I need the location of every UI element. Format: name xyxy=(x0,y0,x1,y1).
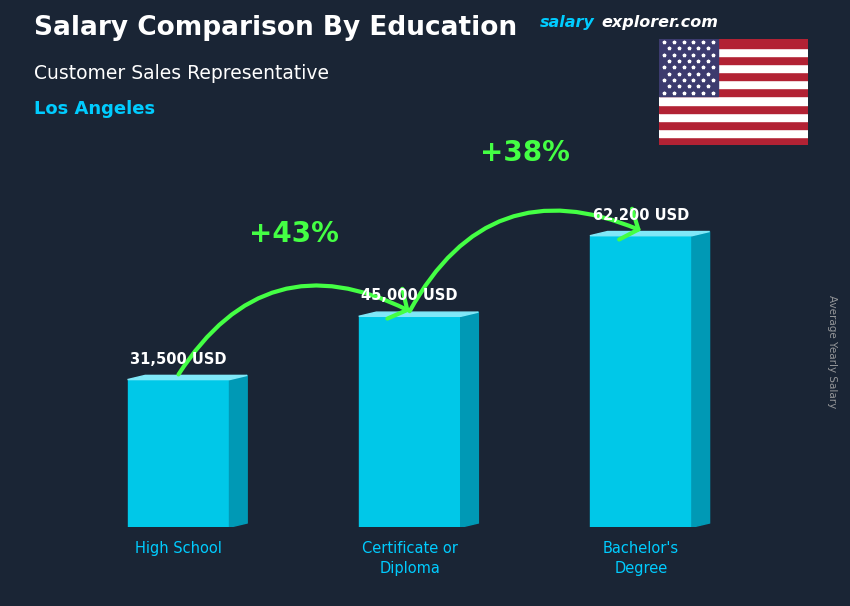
Text: 31,500 USD: 31,500 USD xyxy=(130,351,227,367)
FancyArrowPatch shape xyxy=(178,285,407,375)
Polygon shape xyxy=(359,316,461,527)
Text: Certificate or
Diploma: Certificate or Diploma xyxy=(362,541,457,576)
Polygon shape xyxy=(659,39,808,47)
Polygon shape xyxy=(590,236,692,527)
Polygon shape xyxy=(659,88,808,96)
Text: High School: High School xyxy=(135,541,222,556)
Polygon shape xyxy=(659,64,808,72)
Text: 45,000 USD: 45,000 USD xyxy=(361,288,458,304)
Polygon shape xyxy=(659,39,718,96)
Polygon shape xyxy=(659,121,808,129)
Text: Los Angeles: Los Angeles xyxy=(34,100,155,118)
Text: +43%: +43% xyxy=(249,220,339,248)
Polygon shape xyxy=(659,56,808,64)
Polygon shape xyxy=(128,375,247,379)
Polygon shape xyxy=(659,138,808,145)
Polygon shape xyxy=(659,105,808,113)
Polygon shape xyxy=(659,129,808,138)
Polygon shape xyxy=(659,113,808,121)
Text: Bachelor's
Degree: Bachelor's Degree xyxy=(603,541,679,576)
Polygon shape xyxy=(359,312,479,316)
Polygon shape xyxy=(659,72,808,80)
Text: Salary Comparison By Education: Salary Comparison By Education xyxy=(34,15,517,41)
Text: salary: salary xyxy=(540,15,594,30)
Polygon shape xyxy=(590,231,710,236)
Polygon shape xyxy=(659,96,808,105)
Polygon shape xyxy=(461,312,479,527)
Text: Customer Sales Representative: Customer Sales Representative xyxy=(34,64,329,82)
Polygon shape xyxy=(659,47,808,56)
Polygon shape xyxy=(692,231,710,527)
Polygon shape xyxy=(659,80,808,88)
Text: +38%: +38% xyxy=(480,139,570,167)
Polygon shape xyxy=(128,379,230,527)
FancyArrowPatch shape xyxy=(410,209,638,311)
Polygon shape xyxy=(230,375,247,527)
Text: 62,200 USD: 62,200 USD xyxy=(592,208,689,223)
Text: Average Yearly Salary: Average Yearly Salary xyxy=(827,295,837,408)
Text: explorer.com: explorer.com xyxy=(601,15,717,30)
